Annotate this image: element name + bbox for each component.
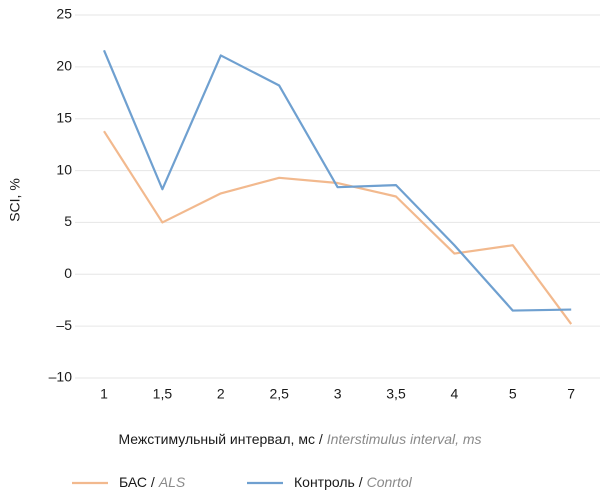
x-tick-label: 2,5 (269, 386, 289, 402)
series-line (103, 130, 573, 325)
x-axis-label-ru: Межстимульный интервал, мс / (118, 431, 322, 447)
legend-label-ru: БАС / (119, 474, 155, 490)
x-tick-label: 1 (100, 386, 108, 402)
y-tick-label: –5 (56, 317, 72, 333)
y-tick-label: –10 (49, 369, 73, 385)
legend-label: Контроль / Conrtol (294, 474, 413, 490)
x-tick-label: 2 (217, 386, 225, 402)
x-tick-label: 1,5 (153, 386, 173, 402)
x-tick-label: 5 (509, 386, 517, 402)
legend-label-ru: Контроль / (294, 474, 363, 490)
x-axis-label-en: Interstimulus interval, ms (327, 431, 482, 447)
y-tick-label: 10 (56, 161, 72, 177)
x-tick-label: 3,5 (386, 386, 406, 402)
legend-label-en: Conrtol (367, 474, 413, 490)
y-tick-label: 25 (56, 6, 72, 22)
x-tick-label: 4 (451, 386, 459, 402)
series-line (102, 49, 572, 312)
legend-label: БАС / ALS (119, 474, 186, 490)
y-tick-label: 20 (56, 58, 72, 74)
x-axis-label: Межстимульный интервал, мс / Interstimulu… (118, 431, 481, 447)
y-tick-label: 5 (64, 213, 72, 229)
y-axis-label: SCI, % (7, 178, 23, 222)
legend-label-en: ALS (158, 474, 186, 490)
y-tick-label: 15 (56, 109, 72, 125)
y-tick-label: 0 (64, 265, 72, 281)
x-tick-label: 7 (567, 386, 575, 402)
x-tick-label: 3 (334, 386, 342, 402)
